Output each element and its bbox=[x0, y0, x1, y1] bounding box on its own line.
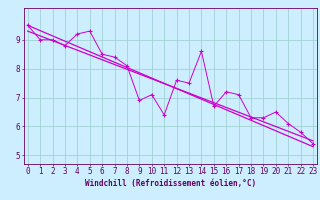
X-axis label: Windchill (Refroidissement éolien,°C): Windchill (Refroidissement éolien,°C) bbox=[85, 179, 256, 188]
